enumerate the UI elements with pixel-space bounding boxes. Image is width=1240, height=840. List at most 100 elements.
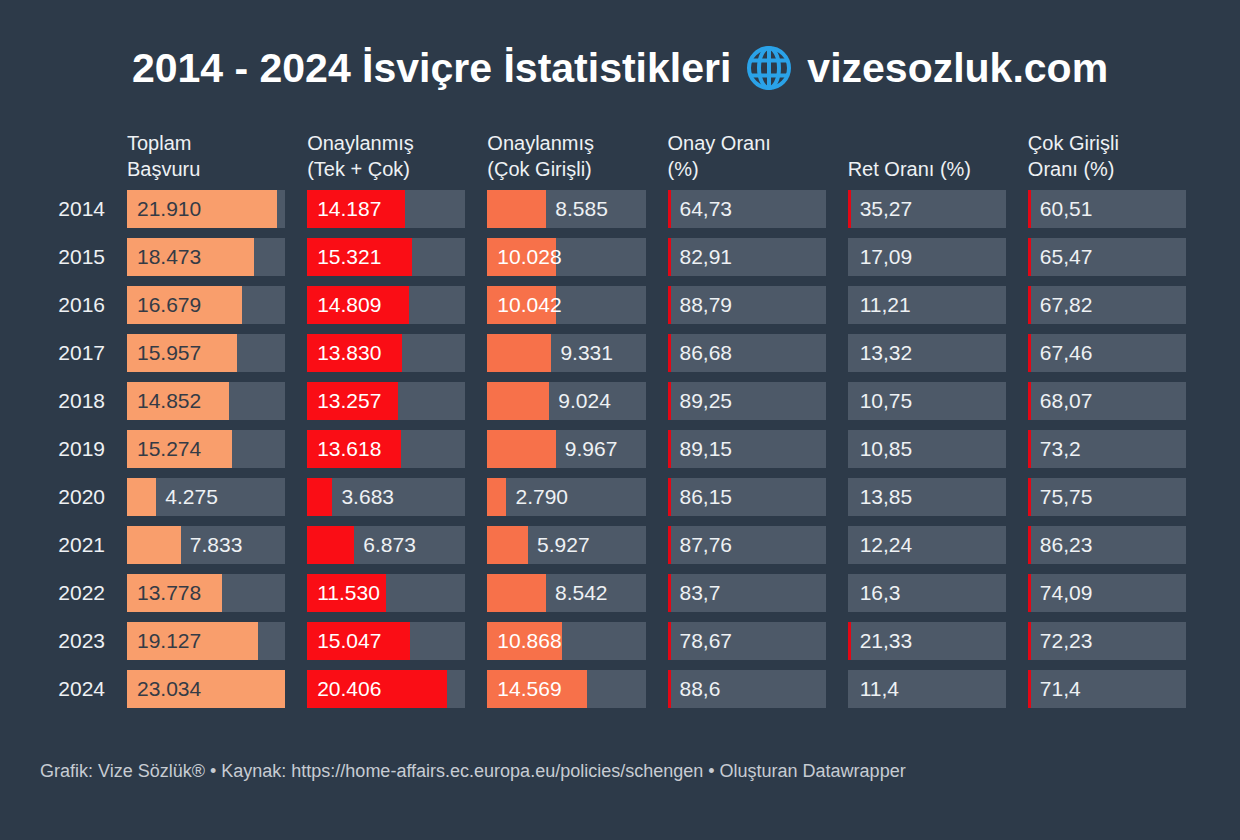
percent-cell: 89,15 [668, 430, 826, 468]
value-tick [668, 526, 671, 564]
bar-value-label: 20.406 [317, 670, 381, 708]
percent-value-label: 13,85 [860, 478, 913, 516]
value-bar [487, 574, 546, 612]
year-label: 2023 [45, 622, 105, 660]
table-row: 201518.47315.32110.02882,9117,0965,47 [45, 238, 1186, 276]
value-tick [668, 238, 671, 276]
percent-value-label: 87,76 [680, 526, 733, 564]
bar-value-label: 5.927 [537, 526, 590, 564]
percent-cell: 86,23 [1028, 526, 1186, 564]
percent-cell: 67,82 [1028, 286, 1186, 324]
percent-cell: 11,21 [848, 286, 1006, 324]
bar-value-label: 14.187 [317, 190, 381, 228]
bar-cell: 15.274 [127, 430, 285, 468]
percent-value-label: 78,67 [680, 622, 733, 660]
bar-value-label: 14.852 [137, 382, 201, 420]
percent-cell: 12,24 [848, 526, 1006, 564]
percent-value-label: 13,32 [860, 334, 913, 372]
bar-cell: 13.257 [307, 382, 465, 420]
percent-value-label: 86,68 [680, 334, 733, 372]
column-header: Onaylanmış (Tek + Çok) [307, 130, 465, 184]
percent-value-label: 71,4 [1040, 670, 1081, 708]
percent-value-label: 75,75 [1040, 478, 1093, 516]
percent-cell: 65,47 [1028, 238, 1186, 276]
percent-cell: 64,73 [668, 190, 826, 228]
bar-cell: 21.910 [127, 190, 285, 228]
bar-cell: 8.542 [487, 574, 645, 612]
value-bar [487, 382, 549, 420]
percent-cell: 75,75 [1028, 478, 1186, 516]
column-header: Toplam Başvuru [127, 130, 285, 184]
percent-cell: 21,33 [848, 622, 1006, 660]
percent-cell: 35,27 [848, 190, 1006, 228]
percent-value-label: 60,51 [1040, 190, 1093, 228]
bar-cell: 9.967 [487, 430, 645, 468]
bar-cell: 2.790 [487, 478, 645, 516]
table-row: 20204.2753.6832.79086,1513,8575,75 [45, 478, 1186, 516]
bar-cell: 20.406 [307, 670, 465, 708]
value-tick [668, 478, 671, 516]
percent-cell: 13,32 [848, 334, 1006, 372]
bar-cell: 13.830 [307, 334, 465, 372]
value-tick [1028, 334, 1031, 372]
percent-cell: 87,76 [668, 526, 826, 564]
value-tick [668, 286, 671, 324]
percent-value-label: 16,3 [860, 574, 901, 612]
value-tick [1028, 190, 1031, 228]
percent-value-label: 68,07 [1040, 382, 1093, 420]
percent-value-label: 10,75 [860, 382, 913, 420]
percent-value-label: 89,15 [680, 430, 733, 468]
bar-value-label: 19.127 [137, 622, 201, 660]
percent-value-label: 74,09 [1040, 574, 1093, 612]
value-bar [487, 526, 528, 564]
year-label: 2016 [45, 286, 105, 324]
value-bar [127, 478, 156, 516]
percent-value-label: 11,21 [860, 286, 911, 324]
table-row: 201915.27413.6189.96789,1510,8573,2 [45, 430, 1186, 468]
percent-value-label: 67,82 [1040, 286, 1093, 324]
value-tick [668, 430, 671, 468]
year-label: 2024 [45, 670, 105, 708]
percent-cell: 68,07 [1028, 382, 1186, 420]
percent-cell: 88,79 [668, 286, 826, 324]
bar-value-label: 2.790 [515, 478, 568, 516]
table-row: 202319.12715.04710.86878,6721,3372,23 [45, 622, 1186, 660]
bar-value-label: 15.047 [317, 622, 381, 660]
percent-cell: 71,4 [1028, 670, 1186, 708]
table-row: 202423.03420.40614.56988,611,471,4 [45, 670, 1186, 708]
percent-value-label: 82,91 [680, 238, 733, 276]
year-label: 2018 [45, 382, 105, 420]
percent-cell: 73,2 [1028, 430, 1186, 468]
value-tick [668, 574, 671, 612]
table-row: 202213.77811.5308.54283,716,374,09 [45, 574, 1186, 612]
bar-cell: 10.042 [487, 286, 645, 324]
year-label: 2021 [45, 526, 105, 564]
header-row: Toplam BaşvuruOnaylanmış (Tek + Çok)Onay… [45, 128, 1186, 184]
year-label: 2015 [45, 238, 105, 276]
value-bar [307, 478, 332, 516]
value-bar [487, 478, 506, 516]
percent-cell: 10,75 [848, 382, 1006, 420]
page-title: 2014 - 2024 İsviçre İstatistikleri vizes… [0, 42, 1240, 94]
bar-cell: 14.187 [307, 190, 465, 228]
bar-cell: 14.852 [127, 382, 285, 420]
percent-value-label: 35,27 [860, 190, 913, 228]
bar-value-label: 15.957 [137, 334, 201, 372]
bar-cell: 13.778 [127, 574, 285, 612]
bar-value-label: 4.275 [165, 478, 218, 516]
bar-cell: 15.321 [307, 238, 465, 276]
percent-value-label: 73,2 [1040, 430, 1081, 468]
value-bar [307, 526, 354, 564]
value-tick [668, 190, 671, 228]
percent-value-label: 65,47 [1040, 238, 1093, 276]
column-header: Çok Girişli Oranı (%) [1028, 130, 1186, 184]
bar-value-label: 15.274 [137, 430, 201, 468]
bar-cell: 6.873 [307, 526, 465, 564]
value-bar [127, 526, 181, 564]
percent-cell: 88,6 [668, 670, 826, 708]
percent-cell: 82,91 [668, 238, 826, 276]
percent-value-label: 10,85 [860, 430, 913, 468]
percent-cell: 67,46 [1028, 334, 1186, 372]
value-tick [1028, 574, 1031, 612]
bar-value-label: 18.473 [137, 238, 201, 276]
